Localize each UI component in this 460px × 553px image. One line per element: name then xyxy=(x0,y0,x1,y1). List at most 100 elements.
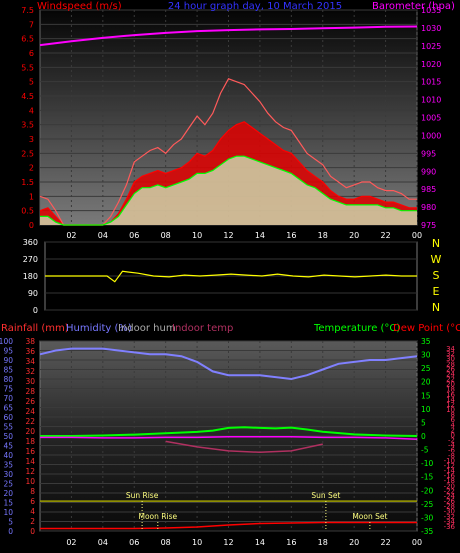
windspeed-tick: 1.5 xyxy=(21,178,34,187)
wind-barometer-panel: 00.511.522.533.544.555.566.577.5 9759809… xyxy=(21,1,455,240)
temperature-axis-label: Temperature (°C) xyxy=(313,323,400,334)
windspeed-tick: 0 xyxy=(29,221,34,230)
dew-point-tick: -20 xyxy=(444,482,455,490)
dew-point-tick: 34 xyxy=(446,345,455,353)
annotation-label: Moon Set xyxy=(352,512,387,521)
rainfall-tick: 12 xyxy=(25,467,35,476)
x-tick: 06 xyxy=(129,231,139,240)
indoor-hum-label: Indoor hum xyxy=(118,323,176,334)
humidity-tick: 15 xyxy=(3,499,13,508)
humidity-tick: 50 xyxy=(3,432,13,441)
humidity-tick: 65 xyxy=(3,404,13,413)
temperature-tick: 0 xyxy=(421,432,426,441)
windspeed-tick: 4.5 xyxy=(21,92,34,101)
temperature-tick: 35 xyxy=(421,337,431,346)
dew-point-tick: 2 xyxy=(451,426,455,434)
rainfall-tick: 2 xyxy=(30,517,35,526)
dew-point-tick: -24 xyxy=(444,492,456,500)
x-tick: 10 xyxy=(192,231,202,240)
humidity-tick: 45 xyxy=(3,442,13,451)
rainfall-tick: 20 xyxy=(25,427,35,436)
x-tick: 02 xyxy=(66,231,76,240)
temperature-tick: 5 xyxy=(421,418,426,427)
humidity-tick: 20 xyxy=(3,489,13,498)
dew-point-tick: -14 xyxy=(444,467,456,475)
temperature-tick: 25 xyxy=(421,364,431,373)
wind-direction-line xyxy=(45,270,417,283)
direction-tick: 270 xyxy=(23,255,38,264)
humidity-tick: 60 xyxy=(3,413,13,422)
temperature-tick: -10 xyxy=(421,459,433,468)
barometer-tick: 1000 xyxy=(421,131,441,140)
barometer-tick: 1020 xyxy=(421,60,441,69)
humidity-tick: 25 xyxy=(3,480,13,489)
humidity-tick: 75 xyxy=(3,385,13,394)
rainfall-tick: 6 xyxy=(30,497,35,506)
rainfall-tick: 4 xyxy=(30,507,35,516)
dew-point-tick-labels: -36-34-32-30-28-26-24-22-20-18-16-14-12-… xyxy=(444,345,456,531)
dew-point-tick: 8 xyxy=(451,411,455,419)
dew-point-tick: -22 xyxy=(444,487,455,495)
windspeed-tick: 3 xyxy=(29,135,34,144)
barometer-tick: 1010 xyxy=(421,96,441,105)
windspeed-tick: 5.5 xyxy=(21,63,34,72)
barometer-tick: 1030 xyxy=(421,24,441,33)
x-tick: 16 xyxy=(286,231,296,240)
humidity-tick: 40 xyxy=(3,451,13,460)
x-tick: 12 xyxy=(223,538,233,547)
dew-point-tick: 22 xyxy=(446,376,455,384)
windspeed-tick: 6.5 xyxy=(21,35,34,44)
humidity-tick: 95 xyxy=(3,347,13,356)
dew-point-tick: -28 xyxy=(444,503,455,511)
wind-average-line xyxy=(40,155,417,226)
x-tick: 12 xyxy=(223,231,233,240)
barometer-tick: 1005 xyxy=(421,114,441,123)
compass-label: N xyxy=(432,237,440,250)
rainfall-tick: 30 xyxy=(25,377,35,386)
x-tick: 10 xyxy=(192,538,202,547)
dew-point-tick: 30 xyxy=(446,355,455,363)
direction-tick: 180 xyxy=(23,272,38,281)
dew-point-tick: 6 xyxy=(451,416,456,424)
rainfall-tick: 28 xyxy=(25,387,35,396)
dew-point-tick: 20 xyxy=(446,381,455,389)
windspeed-tick: 7.5 xyxy=(21,6,34,15)
indoor-temp-label: Indoor temp xyxy=(172,323,233,334)
barometer-axis-label: Barometer (hpa) xyxy=(372,1,455,12)
annotation-label: Sun Rise xyxy=(126,491,159,500)
temperature-tick: 15 xyxy=(421,391,431,400)
rainfall-tick: 10 xyxy=(25,477,35,486)
dew-point-tick: -36 xyxy=(444,523,456,531)
humidity-tick: 100 xyxy=(0,337,13,346)
rainfall-tick: 26 xyxy=(25,397,35,406)
x-tick: 18 xyxy=(318,231,328,240)
humidity-tick: 0 xyxy=(8,527,13,536)
panel3-gridlines xyxy=(40,340,418,532)
panel1-x-tick-labels: 02 04 06 08 10 12 14 16 18 20 22 00 xyxy=(66,231,422,240)
barometer-tick: 1025 xyxy=(421,42,441,51)
x-tick: 18 xyxy=(318,538,328,547)
direction-tick: 0 xyxy=(33,306,38,315)
dew-point-tick: -2 xyxy=(448,437,455,445)
rainfall-tick: 22 xyxy=(25,417,35,426)
dew-point-tick: -26 xyxy=(444,498,456,506)
humidity-tick: 10 xyxy=(3,508,13,517)
x-tick: 00 xyxy=(412,231,422,240)
humidity-tick: 85 xyxy=(3,366,13,375)
astro-annotations: Sun Rise Sun Set Moon Rise Moon Set xyxy=(126,491,387,531)
dew-point-tick: -10 xyxy=(444,457,455,465)
humidity-tick: 30 xyxy=(3,470,13,479)
rainfall-tick: 18 xyxy=(25,437,35,446)
panel3-series xyxy=(39,347,418,530)
windspeed-tick: 2 xyxy=(29,164,34,173)
dew-point-tick: 32 xyxy=(446,350,455,358)
rainfall-line xyxy=(40,521,417,530)
rainfall-tick: 16 xyxy=(25,447,35,456)
direction-tick-labels: 0 90 180 270 360 xyxy=(23,238,38,315)
dew-point-tick: 16 xyxy=(446,391,455,399)
barometer-tick: 1015 xyxy=(421,78,441,87)
barometer-line xyxy=(39,25,418,47)
